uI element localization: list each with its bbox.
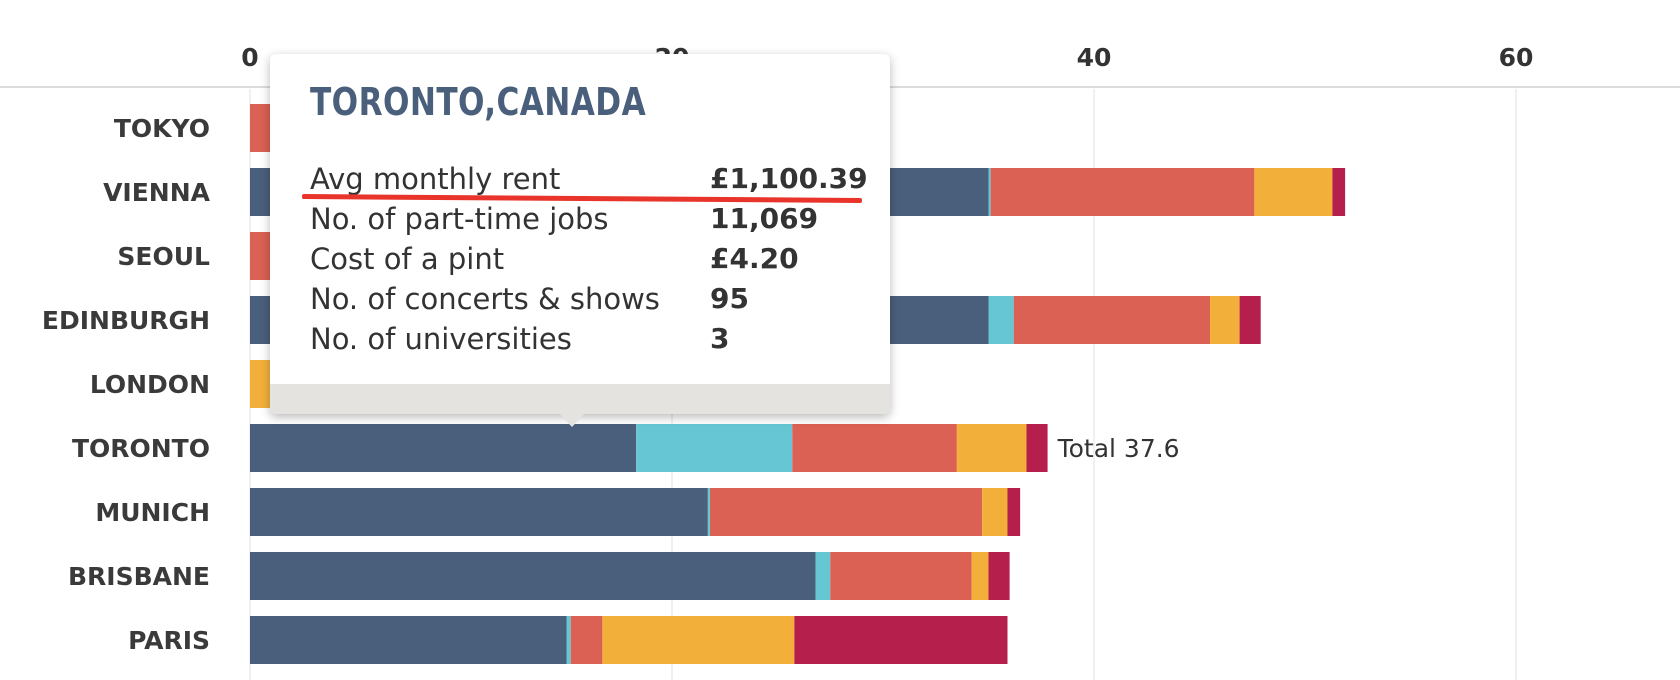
category-label: LONDON	[90, 370, 210, 399]
bar-segment	[956, 424, 1027, 472]
tooltip-pointer	[560, 414, 584, 427]
tooltip-row-rent: Avg monthly rent £1,100.39	[310, 162, 870, 202]
bar-segment	[1254, 168, 1333, 216]
category-label: TORONTO	[72, 434, 210, 463]
category-label: PARIS	[128, 626, 210, 655]
tooltip-label: Cost of a pint	[310, 242, 505, 276]
bar-segment	[250, 616, 567, 664]
bar-segment	[1210, 296, 1240, 344]
tooltip-value: £1,100.39	[710, 162, 868, 195]
bar-segment	[1332, 168, 1346, 216]
bar-segment	[636, 424, 793, 472]
bar-segment	[982, 488, 1008, 536]
bar-segment	[830, 552, 972, 600]
bar-segment	[794, 616, 1008, 664]
tooltip-label: Avg monthly rent	[310, 162, 561, 196]
tooltip-row-concerts: No. of concerts & shows 95	[310, 282, 870, 322]
tooltip-row-jobs: No. of part-time jobs 11,069	[310, 202, 870, 242]
tooltip-title: TORONTO,CANADA	[310, 80, 647, 124]
bar-segment	[570, 616, 603, 664]
tooltip-value: 11,069	[710, 202, 819, 235]
category-label: TOKYO	[114, 114, 210, 143]
tooltip-label: No. of part-time jobs	[310, 202, 609, 236]
tooltip-row-pint: Cost of a pint £4.20	[310, 242, 870, 282]
bar-segment	[971, 552, 989, 600]
category-labels: TOKYO VIENNA SEOUL EDINBURGH LONDON TORONTO MU…	[42, 114, 211, 655]
bar-segment	[988, 552, 1010, 600]
bar-segment	[250, 424, 637, 472]
bar-segment	[1013, 296, 1211, 344]
bar-segment	[602, 616, 795, 664]
category-label: VIENNA	[103, 178, 211, 207]
bar-segment	[988, 296, 1014, 344]
category-label: MUNICH	[95, 498, 210, 527]
bar-segment	[990, 168, 1255, 216]
bar-segment	[566, 616, 571, 664]
total-annotation: Total 37.6	[1057, 434, 1180, 463]
bar-segment	[250, 488, 708, 536]
bar-segment	[707, 488, 710, 536]
tooltip-footer	[270, 384, 890, 414]
bar-segment	[988, 168, 991, 216]
tooltip-value: 3	[710, 322, 730, 355]
tooltip-row-universities: No. of universities 3	[310, 322, 870, 362]
x-axis-ticks: 0204060	[241, 43, 1533, 72]
x-tick-label: 60	[1499, 43, 1534, 72]
city-tooltip: TORONTO,CANADA Avg monthly rent £1,100.3…	[270, 54, 890, 427]
category-label: EDINBURGH	[42, 306, 210, 335]
tooltip-rows: Avg monthly rent £1,100.39 No. of part-t…	[310, 162, 870, 362]
bar-segment	[1239, 296, 1261, 344]
bar-segment	[1007, 488, 1021, 536]
tooltip-label: No. of concerts & shows	[310, 282, 660, 316]
category-label: BRISBANE	[68, 562, 210, 591]
tooltip-value: £4.20	[710, 242, 799, 275]
tooltip-label: No. of universities	[310, 322, 572, 356]
bar-segment	[1026, 424, 1048, 472]
bar-segment	[709, 488, 983, 536]
bar-segment	[815, 552, 831, 600]
bar-segment	[250, 552, 816, 600]
tooltip-value: 95	[710, 282, 749, 315]
x-tick-label: 0	[241, 43, 258, 72]
bar-segment	[792, 424, 957, 472]
x-tick-label: 40	[1077, 43, 1112, 72]
category-label: SEOUL	[117, 242, 210, 271]
